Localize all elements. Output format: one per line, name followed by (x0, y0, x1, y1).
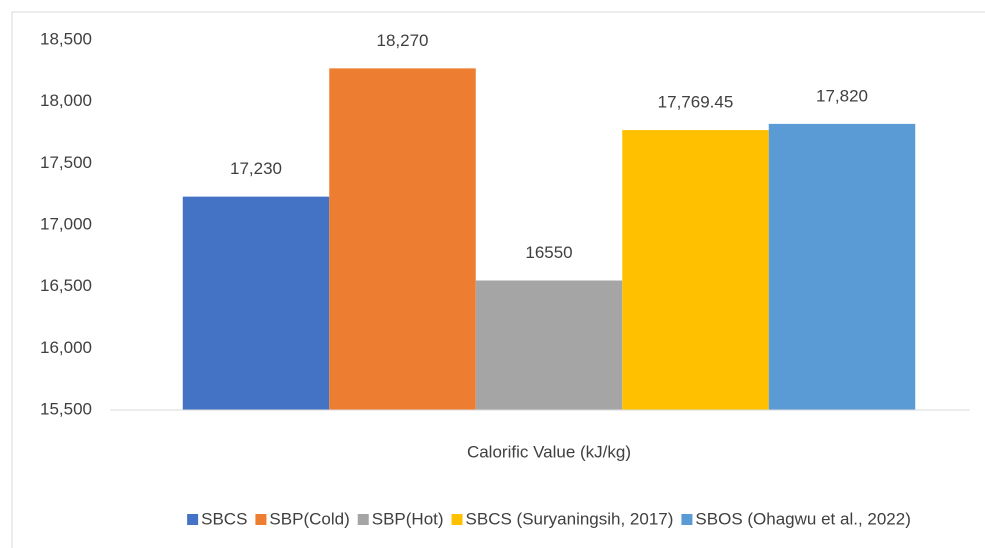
legend-swatch (187, 514, 199, 525)
data-label: 18,270 (377, 31, 429, 50)
legend-swatch (681, 514, 693, 525)
y-tick-label: 15,500 (40, 399, 92, 418)
data-label: 17,769.45 (658, 93, 734, 112)
y-tick-label: 17,500 (40, 153, 92, 172)
data-label: 17,820 (816, 86, 868, 105)
y-tick-label: 18,000 (40, 91, 92, 110)
bar (475, 280, 623, 410)
legend-label: SBCS (201, 509, 247, 528)
legend-label: SBOS (Ohagwu et al., 2022) (695, 509, 910, 528)
legend-label: SBP(Cold) (269, 509, 349, 528)
y-tick-label: 17,000 (40, 214, 92, 233)
legend-label: SBP(Hot) (372, 509, 444, 528)
y-tick-label: 16,500 (40, 276, 92, 295)
y-tick-label: 18,500 (40, 29, 92, 48)
legend-swatch (357, 514, 369, 525)
legend-label: SBCS (Suryaningsih, 2017) (466, 509, 674, 528)
bar (622, 130, 769, 410)
chart-border (11, 11, 985, 548)
legend-swatch (451, 514, 463, 525)
data-label: 16550 (525, 243, 572, 262)
bar (329, 68, 476, 410)
data-label: 17,230 (230, 159, 282, 178)
legend-swatch (255, 514, 267, 525)
x-category-label: Calorific Value (kJ/kg) (467, 442, 631, 461)
bar (768, 123, 916, 410)
bar (182, 196, 330, 410)
y-tick-label: 16,000 (40, 338, 92, 357)
